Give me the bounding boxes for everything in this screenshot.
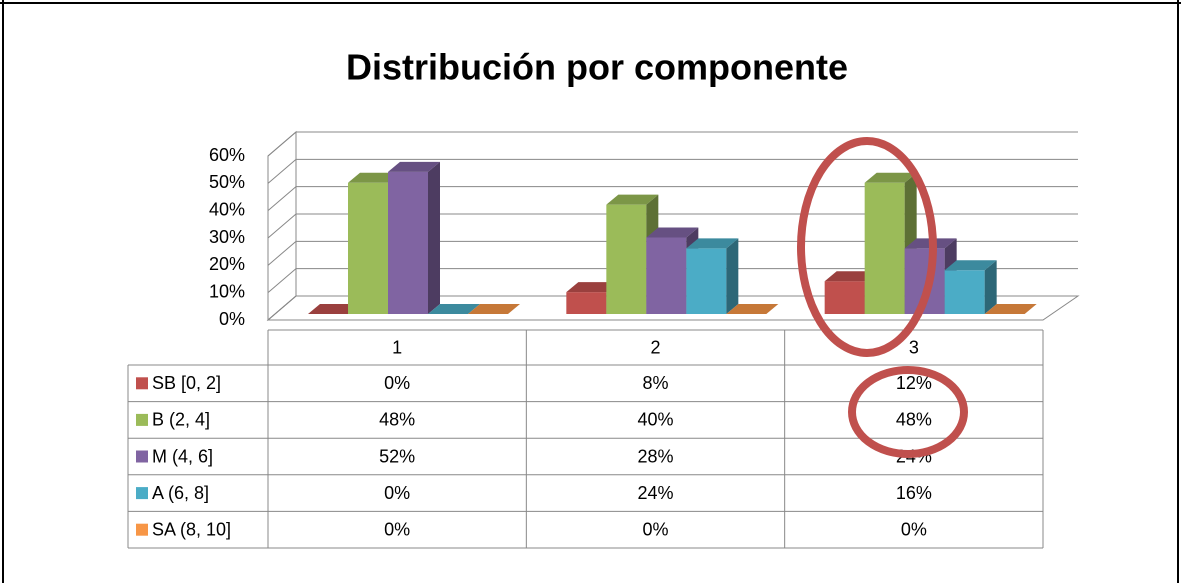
table-cell: 8% bbox=[642, 373, 668, 393]
bar-side bbox=[428, 161, 440, 314]
legend-swatch bbox=[136, 413, 148, 426]
bar-top bbox=[428, 304, 480, 314]
table-cell: 52% bbox=[379, 446, 415, 466]
y-tick-label: 20% bbox=[209, 254, 245, 274]
bar bbox=[428, 304, 480, 314]
grid-line bbox=[267, 240, 1078, 266]
bar-top bbox=[468, 304, 520, 314]
bar-front bbox=[864, 182, 905, 314]
bar-front bbox=[388, 171, 428, 314]
table-cell: 40% bbox=[637, 410, 673, 430]
y-tick-label: 0% bbox=[219, 309, 245, 329]
grid-line bbox=[267, 295, 1078, 321]
grid-line bbox=[267, 186, 1078, 212]
bar-top bbox=[824, 271, 877, 282]
legend-label: A (6, 8] bbox=[152, 483, 209, 503]
bar-front bbox=[686, 248, 727, 314]
bar-top bbox=[864, 172, 917, 183]
bar bbox=[944, 260, 997, 314]
bar-top bbox=[348, 172, 400, 183]
bar-top bbox=[566, 282, 619, 293]
y-tick-label: 50% bbox=[209, 172, 245, 192]
table-cell: 48% bbox=[379, 410, 415, 430]
highlight-ellipse bbox=[797, 137, 937, 357]
y-tick-label: 60% bbox=[209, 145, 245, 165]
bar-top bbox=[944, 260, 997, 271]
table-cell: 24% bbox=[637, 483, 673, 503]
table-cell: 0% bbox=[384, 483, 410, 503]
legend-label: M (4, 6] bbox=[152, 446, 213, 466]
bar-front bbox=[944, 270, 985, 314]
bar-side bbox=[984, 260, 997, 314]
bar bbox=[388, 161, 440, 314]
table-cell: 28% bbox=[637, 446, 673, 466]
table-cell: 48% bbox=[896, 410, 932, 430]
x-tick-label: 3 bbox=[909, 337, 919, 357]
bar-front bbox=[824, 281, 865, 314]
bar-top bbox=[308, 304, 360, 314]
bar-top bbox=[726, 304, 779, 314]
bar bbox=[468, 304, 520, 314]
chart-title: Distribución por componente bbox=[346, 47, 848, 88]
legend-label: SB [0, 2] bbox=[152, 373, 221, 393]
table-cell: 0% bbox=[384, 519, 410, 539]
bar-top bbox=[606, 194, 659, 205]
table-cell: 0% bbox=[384, 373, 410, 393]
grid-line bbox=[267, 268, 1078, 294]
bar-front bbox=[646, 237, 687, 314]
grid-line bbox=[267, 131, 1078, 157]
bar-front bbox=[348, 182, 388, 314]
bar-side bbox=[726, 238, 739, 314]
x-tick-label: 2 bbox=[650, 337, 660, 357]
table-cell: 0% bbox=[642, 519, 668, 539]
table-cell: 16% bbox=[896, 483, 932, 503]
bar bbox=[308, 304, 360, 314]
grid-line bbox=[267, 213, 1078, 239]
y-tick-label: 10% bbox=[209, 281, 245, 301]
legend-swatch bbox=[136, 450, 148, 463]
x-tick-label: 1 bbox=[392, 337, 402, 357]
bar-top bbox=[388, 161, 440, 172]
table-cell: 12% bbox=[896, 373, 932, 393]
legend-swatch bbox=[136, 523, 148, 536]
bar bbox=[726, 304, 779, 314]
legend-label: B (2, 4] bbox=[152, 410, 210, 430]
bar-top bbox=[984, 304, 1037, 314]
legend-swatch bbox=[136, 377, 148, 390]
y-tick-label: 40% bbox=[209, 199, 245, 219]
bar-front bbox=[606, 204, 647, 314]
y-tick-label: 30% bbox=[209, 227, 245, 247]
bar-top bbox=[646, 227, 699, 238]
highlight-ellipse bbox=[848, 366, 968, 458]
legend-swatch bbox=[136, 487, 148, 500]
table-cell: 0% bbox=[901, 519, 927, 539]
grid-line bbox=[267, 158, 1078, 184]
bar-top bbox=[686, 238, 739, 249]
bar-front bbox=[566, 292, 607, 314]
plot: 0% 10% 20% 30% 40% 50% 60% 1 2 3 SB [0, 2] 0% 8% 12% B… bbox=[127, 130, 1080, 549]
legend-label: SA (8, 10] bbox=[152, 519, 231, 539]
bar bbox=[686, 238, 739, 314]
bar bbox=[984, 304, 1037, 314]
